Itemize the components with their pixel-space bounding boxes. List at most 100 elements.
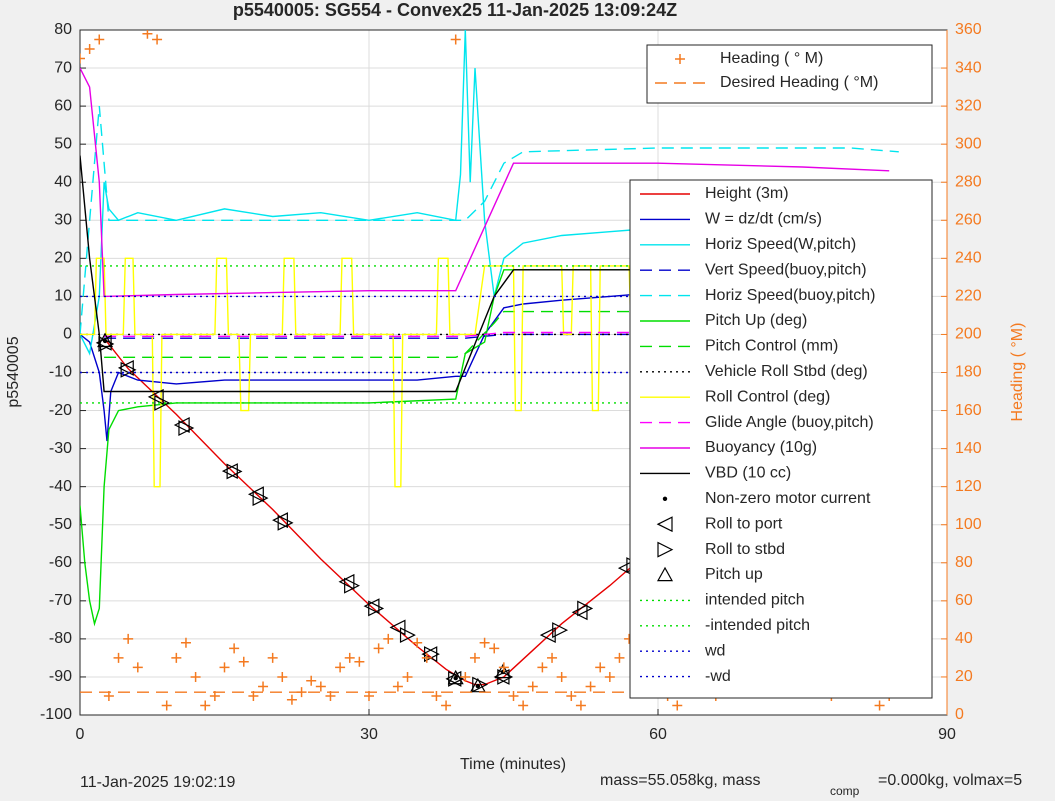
heading-marker [566, 690, 577, 701]
heading-marker [258, 681, 269, 692]
series-line [80, 155, 899, 393]
x-axis-label: Time (minutes) [460, 756, 566, 773]
heading-marker [556, 671, 567, 682]
heading-marker [498, 662, 509, 673]
heading-marker [229, 643, 240, 654]
heading-marker [575, 700, 586, 711]
legend-label: Heading ( ° M) [720, 50, 823, 67]
heading-marker [373, 643, 384, 654]
x-tick-label: 90 [938, 726, 956, 743]
y-tick-label: -40 [49, 478, 72, 495]
roll-marker [552, 622, 569, 639]
heading-marker [315, 681, 326, 692]
y2-tick-label: 240 [955, 250, 982, 267]
legend-box [646, 44, 933, 104]
y-tick-label: -60 [49, 554, 72, 571]
heading-marker [152, 34, 163, 45]
heading-marker [383, 633, 394, 644]
footer-mass: mass=55.058kg, mass [600, 772, 761, 789]
heading-marker [595, 662, 606, 673]
heading-marker [518, 700, 529, 711]
legend-label: Horiz Speed(W,pitch) [705, 236, 856, 253]
roll-marker [226, 463, 243, 480]
roll-marker [571, 604, 588, 621]
heading-marker [277, 671, 288, 682]
roll-marker [448, 670, 465, 687]
heading-marker [335, 662, 346, 673]
heading-marker [675, 54, 685, 64]
heading-marker [200, 700, 211, 711]
roll-marker [338, 573, 355, 590]
heading-marker [431, 690, 442, 701]
legend-box [629, 179, 933, 699]
legend-label: W = dz/dt (cm/s) [705, 211, 822, 228]
roll-marker [178, 420, 195, 437]
heading-marker [161, 700, 172, 711]
legend-label: Vert Speed(buoy,pitch) [705, 261, 867, 278]
legend-label: Glide Angle (buoy,pitch) [705, 414, 874, 431]
roll-marker [147, 388, 164, 405]
y-tick-label: -10 [49, 364, 72, 381]
legend-label: VBD (10 cc) [705, 465, 791, 482]
motor-dot [475, 683, 481, 689]
roll-marker [399, 627, 416, 644]
y-tick-label: -70 [49, 592, 72, 609]
y2-tick-label: 100 [955, 516, 982, 533]
x-tick-label: 0 [76, 726, 85, 743]
y2-tick-label: 60 [955, 592, 973, 609]
heading-marker [508, 690, 519, 701]
legend-label: Pitch up [705, 566, 763, 583]
series-line [80, 106, 899, 335]
roll-marker [472, 676, 489, 693]
heading-marker [547, 652, 558, 663]
roll-marker [389, 619, 406, 636]
roll-marker [656, 566, 674, 582]
legend-label: Pitch Control (mm) [705, 338, 838, 355]
y2-tick-label: 160 [955, 402, 982, 419]
heading-marker [132, 662, 143, 673]
legend-label: Vehicle Roll Stbd (deg) [705, 363, 868, 380]
heading-marker [421, 652, 432, 663]
heading-marker [614, 652, 625, 663]
y-tick-label: 40 [54, 173, 72, 190]
footer-subscript: comp [830, 784, 860, 798]
y-tick-label: 20 [54, 250, 72, 267]
roll-marker [344, 577, 361, 594]
heading-marker [267, 652, 278, 663]
heading-marker [604, 671, 615, 682]
motor-dot [662, 496, 668, 501]
legend-label: wd [704, 642, 725, 659]
y2-tick-label: 0 [955, 706, 964, 723]
y-axis-label: p5540005 [5, 336, 22, 407]
heading-marker [402, 671, 413, 682]
heading-marker [469, 652, 480, 663]
heading-marker [94, 34, 105, 45]
roll-marker [447, 669, 464, 685]
y2-tick-label: 20 [955, 668, 973, 685]
heading-marker [460, 671, 471, 682]
legend-label: -wd [705, 668, 731, 685]
y2-axis-label: Heading ( °M) [1009, 323, 1026, 422]
heading-marker [238, 656, 249, 667]
y-tick-label: -50 [49, 516, 72, 533]
y2-tick-label: 140 [955, 440, 982, 457]
y2-tick-label: 220 [955, 288, 982, 305]
legend-label: Roll Control (deg) [705, 388, 830, 405]
y2-tick-label: 260 [955, 211, 982, 228]
y-tick-label: 30 [54, 211, 72, 228]
roll-marker [252, 490, 269, 507]
y2-tick-label: 80 [955, 554, 973, 571]
y2-tick-label: 320 [955, 97, 982, 114]
roll-marker [368, 600, 385, 617]
legend-label: Roll to stbd [705, 541, 785, 558]
y-tick-label: 80 [54, 21, 72, 38]
heading-marker [450, 34, 461, 45]
heading-marker [80, 53, 85, 64]
legend-label: Desired Heading ( °M) [720, 74, 878, 91]
heading-marker [142, 30, 153, 39]
heading-marker [344, 652, 355, 663]
legend-label: Horiz Speed(buoy,pitch) [705, 287, 875, 304]
y2-tick-label: 280 [955, 173, 982, 190]
roll-marker [577, 600, 594, 617]
